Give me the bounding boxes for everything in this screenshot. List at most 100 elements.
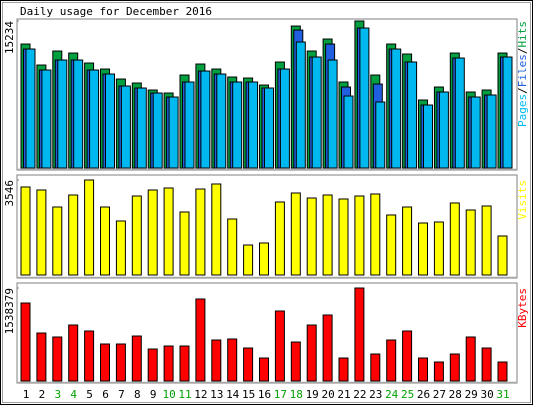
bar	[147, 189, 158, 276]
x-tick-label: 14	[226, 388, 240, 401]
bar	[200, 70, 211, 169]
bar	[152, 92, 163, 169]
bar	[115, 220, 126, 276]
bar	[306, 324, 317, 382]
bar	[423, 104, 433, 169]
bar	[195, 298, 206, 382]
x-tick-label: 13	[210, 388, 223, 401]
bar	[36, 189, 47, 276]
y-max-label: 3546	[3, 180, 16, 207]
legend-separator: /	[516, 48, 529, 55]
bar	[327, 59, 338, 169]
x-tick-label: 12	[194, 388, 207, 401]
bar	[295, 41, 306, 169]
x-tick-label: 19	[306, 388, 319, 401]
legend-entry: Pages	[516, 94, 529, 127]
bar	[20, 302, 31, 382]
x-tick-label: 3	[54, 388, 61, 401]
legend-separator: /	[516, 87, 529, 94]
bar	[195, 188, 206, 276]
x-tick-label: 9	[150, 388, 157, 401]
bar	[322, 194, 333, 276]
x-tick-label: 11	[178, 388, 191, 401]
bar	[52, 336, 63, 382]
y-max-label: 1538379	[3, 288, 16, 334]
x-tick-label: 17	[274, 388, 287, 401]
bar	[481, 347, 492, 382]
x-tick-label: 15	[242, 388, 255, 401]
bar	[502, 56, 513, 169]
bar	[279, 68, 290, 169]
legend: Pages/Files/Hits	[516, 21, 529, 127]
bar	[105, 73, 115, 169]
x-tick-label: 1	[23, 388, 30, 401]
bar	[306, 197, 317, 276]
x-tick-label: 10	[162, 388, 175, 401]
bar	[163, 345, 174, 382]
bar	[386, 214, 397, 276]
bar	[465, 209, 476, 276]
legend-entry: Visits	[516, 180, 529, 220]
legend-entry: Hits	[516, 21, 529, 48]
bar	[20, 186, 31, 276]
bar	[120, 85, 131, 169]
bar	[418, 222, 428, 276]
bar	[449, 202, 460, 276]
bar	[168, 96, 179, 169]
bar	[100, 343, 110, 382]
bar	[359, 27, 370, 169]
x-tick-label: 8	[134, 388, 141, 401]
bar	[311, 56, 322, 169]
bar	[147, 348, 158, 382]
bar	[375, 101, 386, 169]
bar	[418, 357, 428, 382]
x-tick-label: 18	[290, 388, 303, 401]
bar	[290, 341, 301, 382]
bar	[338, 198, 349, 276]
legend-entry: Files	[516, 54, 529, 87]
bar	[100, 206, 110, 276]
legend-entry: KBytes	[516, 288, 529, 328]
x-tick-label: 21	[337, 388, 350, 401]
x-tick-label: 25	[401, 388, 414, 401]
bar	[131, 195, 142, 276]
bar	[248, 81, 259, 169]
bar	[211, 183, 222, 276]
bar	[433, 361, 444, 382]
x-tick-label: 27	[433, 388, 446, 401]
bar	[89, 69, 100, 169]
bar	[438, 91, 449, 169]
bar	[497, 235, 508, 276]
bar	[343, 95, 354, 169]
bar	[449, 353, 460, 382]
x-tick-label: 31	[496, 388, 509, 401]
bar	[465, 336, 476, 382]
bar	[232, 81, 243, 169]
bar	[184, 81, 195, 169]
bar	[481, 205, 492, 276]
bar	[68, 194, 79, 276]
bar	[370, 193, 381, 276]
bar	[227, 338, 238, 382]
bar	[470, 96, 481, 169]
bar	[179, 345, 190, 382]
bar	[52, 206, 63, 276]
bar	[274, 201, 285, 276]
bar	[274, 310, 285, 382]
bar	[136, 87, 147, 169]
bar	[84, 179, 95, 276]
y-max-label: 15234	[3, 21, 16, 54]
bar	[433, 221, 444, 276]
x-tick-label: 20	[321, 388, 334, 401]
x-tick-label: 26	[417, 388, 430, 401]
bar	[407, 61, 418, 169]
bar	[290, 192, 301, 276]
bar	[179, 211, 190, 276]
bar	[243, 347, 254, 382]
bar	[84, 330, 95, 382]
x-tick-label: 16	[258, 388, 271, 401]
x-tick-label: 6	[102, 388, 109, 401]
x-tick-label: 29	[465, 388, 478, 401]
bar	[259, 242, 269, 276]
